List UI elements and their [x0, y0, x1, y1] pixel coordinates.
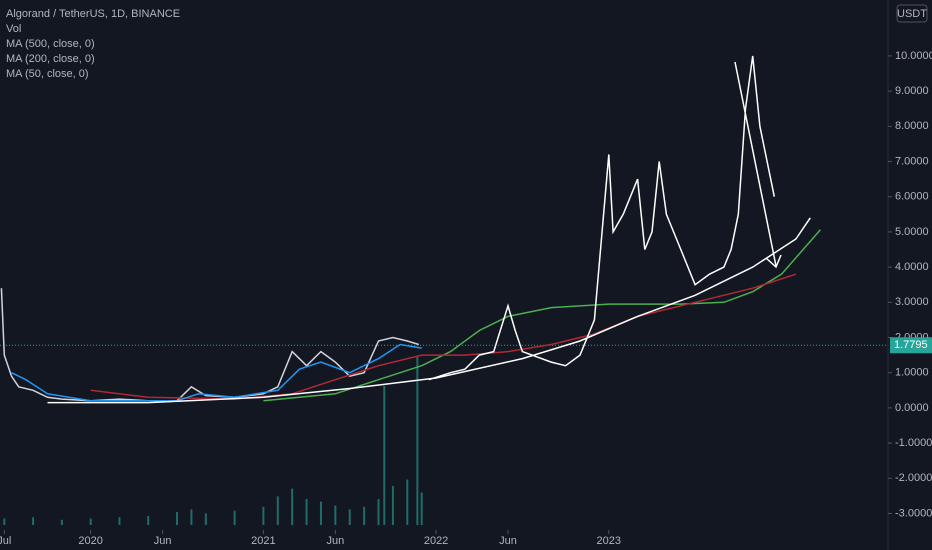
y-tick-label: 7.0000	[895, 155, 929, 167]
x-tick-label: 2021	[251, 535, 275, 547]
volume-bar	[3, 518, 6, 525]
volume-bar	[377, 499, 380, 525]
legend-item: MA (500, close, 0)	[6, 38, 95, 50]
x-tick-label: 2022	[424, 535, 448, 547]
chart-title: Algorand / TetherUS, 1D, BINANCE	[6, 8, 180, 20]
y-tick-label: 10.0000	[895, 50, 932, 62]
volume-bar	[319, 501, 322, 525]
y-tick-label: -1.0000	[895, 437, 932, 449]
series-line	[428, 55, 776, 381]
y-tick-label: -2.0000	[895, 472, 932, 484]
x-tick-label: Jun	[326, 535, 344, 547]
last-price-label: 1.7795	[894, 339, 928, 351]
x-tick-label: Jun	[154, 535, 172, 547]
volume-bar	[420, 492, 423, 525]
volume-bar	[391, 486, 394, 525]
y-tick-label: 9.0000	[895, 85, 929, 97]
plot-area	[0, 55, 888, 525]
legend-item: MA (200, close, 0)	[6, 53, 95, 65]
y-tick-label: 4.0000	[895, 261, 929, 273]
legend-item: MA (50, close, 0)	[6, 68, 89, 80]
currency-box[interactable]	[896, 4, 928, 23]
series-line	[47, 217, 811, 404]
drawn-arrow	[734, 61, 777, 267]
y-tick-label: 8.0000	[895, 120, 929, 132]
y-tick-label: 1.0000	[895, 367, 929, 379]
volume-bar	[334, 505, 337, 525]
volume-bar	[363, 506, 366, 525]
y-tick-label: 6.0000	[895, 191, 929, 203]
series-line	[11, 343, 422, 402]
y-tick-label: 5.0000	[895, 226, 929, 238]
volume-bar	[291, 488, 294, 525]
volume-bar	[305, 499, 308, 525]
last-price-box	[890, 337, 932, 354]
volume-bar	[383, 385, 386, 525]
volume-bar	[60, 519, 63, 525]
volume-bar	[32, 517, 35, 525]
volume-bar	[176, 512, 179, 525]
currency-label: USDT	[897, 8, 927, 20]
volume-bar	[262, 506, 265, 525]
legend: Algorand / TetherUS, 1D, BINANCE Vol MA …	[6, 8, 180, 80]
series-line	[263, 229, 821, 402]
volume-bar	[190, 509, 193, 525]
volume-bar	[276, 496, 279, 525]
volume-bar	[416, 356, 419, 525]
volume-bar	[406, 479, 409, 525]
y-tick-label: 3.0000	[895, 296, 929, 308]
volume-bar	[204, 513, 207, 525]
volume-bar	[118, 517, 121, 525]
x-tick-label: 2020	[78, 535, 102, 547]
arrow-head	[765, 254, 782, 269]
volume-bar	[89, 518, 92, 525]
x-tick-label: Jul	[0, 535, 11, 547]
x-tick-label: 2023	[597, 535, 621, 547]
y-tick-label: 0.0000	[895, 402, 929, 414]
volume-bar	[348, 509, 351, 525]
x-tick-label: Jun	[499, 535, 517, 547]
volume-bar	[147, 515, 150, 525]
volume-bar	[233, 510, 236, 525]
y-tick-label: -3.0000	[895, 507, 932, 519]
legend-item: Vol	[6, 23, 21, 35]
